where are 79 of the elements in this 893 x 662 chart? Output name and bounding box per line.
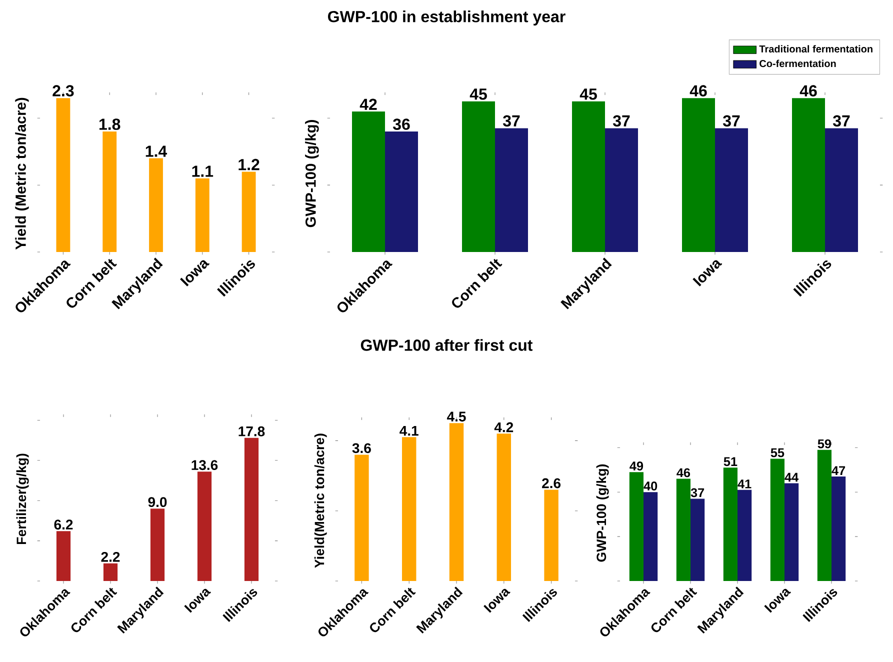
- data-label: 37: [832, 115, 850, 127]
- bar: [738, 490, 752, 582]
- data-label: 37: [612, 115, 630, 127]
- data-label: 49: [630, 462, 644, 471]
- y-axis-title: Yield (Metric ton/acre): [15, 98, 29, 250]
- y-axis-title: Yield(Metric ton/acre): [314, 434, 327, 568]
- data-label: 40: [644, 482, 658, 491]
- bar: [449, 423, 464, 582]
- data-label: 37: [502, 115, 520, 127]
- bar: [723, 468, 738, 582]
- bar: [462, 101, 496, 252]
- data-label: 42: [360, 98, 377, 110]
- legend-label: Co-fermentation: [760, 60, 836, 68]
- y-axis-title: Fertilizer(g/kg): [16, 454, 29, 544]
- bar: [832, 476, 846, 582]
- y-axis-title: GWP-100 (g/kg): [596, 464, 609, 562]
- data-label: 46: [676, 468, 690, 478]
- data-label: 46: [690, 85, 707, 96]
- data-label: 17.8: [238, 426, 265, 436]
- bar: [56, 531, 71, 582]
- bar: [352, 111, 386, 252]
- bar: [402, 437, 416, 582]
- data-label: 2.3: [52, 85, 74, 96]
- data-label: 55: [770, 448, 784, 458]
- bar: [150, 508, 165, 582]
- bar: [354, 454, 369, 582]
- bar: [244, 438, 259, 582]
- text: GWP-100 after first cut: [360, 339, 533, 351]
- data-label: 4.5: [446, 412, 466, 422]
- bar: [149, 158, 163, 252]
- data-label: 46: [800, 85, 817, 96]
- data-label: 37: [690, 488, 704, 498]
- bar: [784, 483, 799, 582]
- bar: [605, 128, 638, 252]
- data-label: 51: [724, 457, 738, 466]
- bar: [817, 450, 832, 582]
- bar: [385, 132, 418, 252]
- bar: [792, 98, 826, 252]
- data-label: 2.2: [101, 552, 120, 562]
- bar: [770, 458, 784, 582]
- data-label: 44: [784, 472, 799, 482]
- bar: [195, 178, 210, 252]
- text: GWP-100 in establishment year: [328, 10, 566, 26]
- data-label: 2.6: [542, 478, 561, 488]
- data-label: 1.8: [99, 118, 120, 130]
- data-label: 45: [580, 88, 597, 100]
- bar: [572, 101, 605, 252]
- bar: [544, 490, 558, 582]
- data-label: 41: [738, 480, 752, 488]
- data-label: 13.6: [192, 460, 218, 470]
- data-label: 47: [832, 466, 846, 475]
- y-axis-title: GWP-100 (g/kg): [305, 120, 319, 228]
- bar: [629, 472, 644, 582]
- bar: [825, 128, 858, 252]
- bar: [242, 172, 256, 252]
- bar: [715, 128, 748, 252]
- data-label: 1.4: [146, 146, 168, 157]
- data-label: 37: [722, 115, 740, 127]
- data-label: 45: [470, 88, 487, 100]
- data-label: 1.1: [192, 166, 214, 177]
- bar: [102, 132, 117, 252]
- bar: [197, 472, 212, 582]
- data-label: 4.1: [400, 426, 418, 436]
- data-label: 6.2: [54, 520, 73, 530]
- bar: [496, 434, 512, 582]
- legend-label: Traditional fermentation: [759, 45, 872, 53]
- data-label: 9.0: [148, 497, 167, 508]
- bar: [56, 98, 70, 252]
- data-label: 1.2: [238, 158, 260, 170]
- data-label: 4.2: [494, 422, 514, 432]
- bar: [682, 98, 715, 252]
- bar: [495, 128, 528, 252]
- data-label: 59: [818, 439, 832, 448]
- data-label: 3.6: [352, 443, 371, 454]
- bar: [690, 498, 705, 582]
- bar: [676, 478, 691, 582]
- bar: [103, 563, 118, 582]
- data-label: 36: [392, 118, 410, 130]
- bar: [644, 492, 658, 582]
